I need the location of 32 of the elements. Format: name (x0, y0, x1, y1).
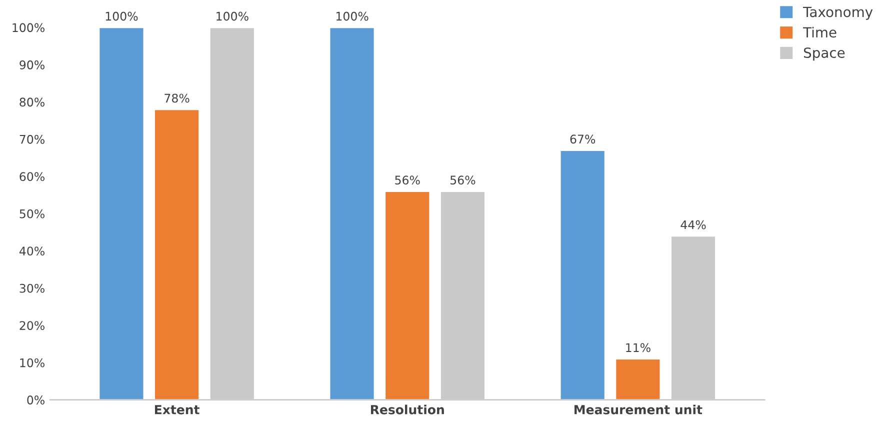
y-tick-label: 90% (20, 60, 44, 70)
y-tick-label: 40% (19, 246, 44, 256)
y-tick-label: 10% (20, 358, 44, 368)
data-label: 67% (570, 134, 596, 144)
bar (384, 190, 431, 400)
x-tick-label: Measurement unit (574, 404, 702, 414)
legend-label: Time (803, 26, 836, 38)
bar (328, 27, 376, 400)
data-label: 100% (106, 12, 138, 21)
y-tick-label: 60% (20, 172, 44, 182)
legend-label: Space (804, 47, 845, 61)
x-tick-label: Extent (154, 405, 200, 414)
data-label: 56% (450, 176, 476, 185)
data-label: 11% (626, 343, 650, 352)
y-tick-label: 0% (27, 396, 44, 404)
data-label: 100% (336, 12, 368, 21)
y-tick-label: 80% (20, 98, 44, 107)
bar (559, 150, 606, 400)
bar (98, 27, 145, 400)
data-label: 56% (395, 176, 420, 185)
data-label: 78% (164, 94, 190, 103)
data-label: 100% (216, 12, 248, 21)
y-tick-label: 20% (20, 321, 44, 330)
data-label: 44% (680, 220, 706, 230)
y-tick-label: 100% (12, 23, 44, 32)
bar (154, 108, 200, 400)
y-tick-label: 30% (20, 284, 44, 293)
legend-label: Taxonomy (803, 6, 873, 20)
bar (614, 358, 662, 400)
y-tick-label: 50% (20, 209, 44, 218)
y-tick-label: 70% (20, 134, 44, 144)
x-tick-label: Resolution (370, 404, 444, 414)
